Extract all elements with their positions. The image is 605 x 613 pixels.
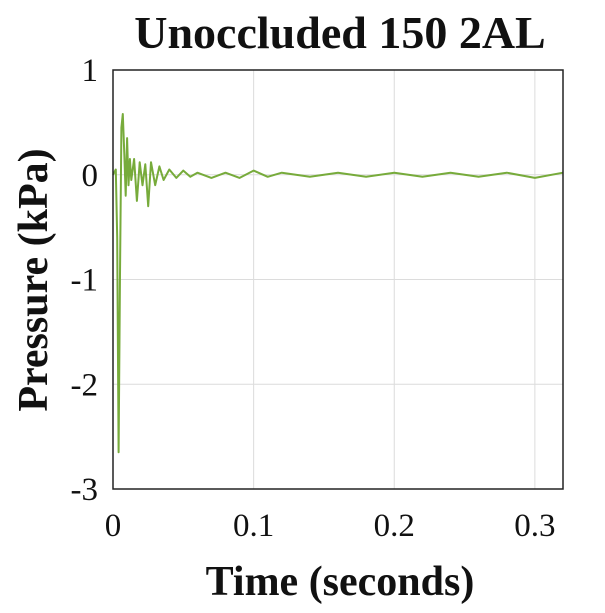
y-tick-label: -3	[71, 472, 99, 508]
x-tick-label: 0.3	[514, 508, 555, 544]
plot-traces	[112, 113, 564, 454]
grid	[112, 69, 563, 490]
y-axis: 1 0 -1 -2 -3	[71, 53, 99, 508]
y-axis-label: Pressure (kPa)	[11, 148, 57, 411]
x-axis-label: Time (seconds)	[206, 559, 475, 605]
y-tick-label: 1	[82, 53, 99, 89]
y-tick-label: -1	[71, 263, 99, 299]
y-tick-label: 0	[82, 158, 99, 194]
series-line	[112, 113, 564, 454]
x-tick-label: 0	[105, 508, 122, 544]
y-tick-label: -2	[71, 367, 99, 403]
x-axis: 0 0.1 0.2 0.3	[105, 508, 556, 544]
x-tick-label: 0.1	[233, 508, 274, 544]
x-tick-label: 0.2	[374, 508, 415, 544]
chart-title: Unoccluded 150 2AL	[134, 7, 545, 58]
plot-frame	[112, 69, 564, 490]
